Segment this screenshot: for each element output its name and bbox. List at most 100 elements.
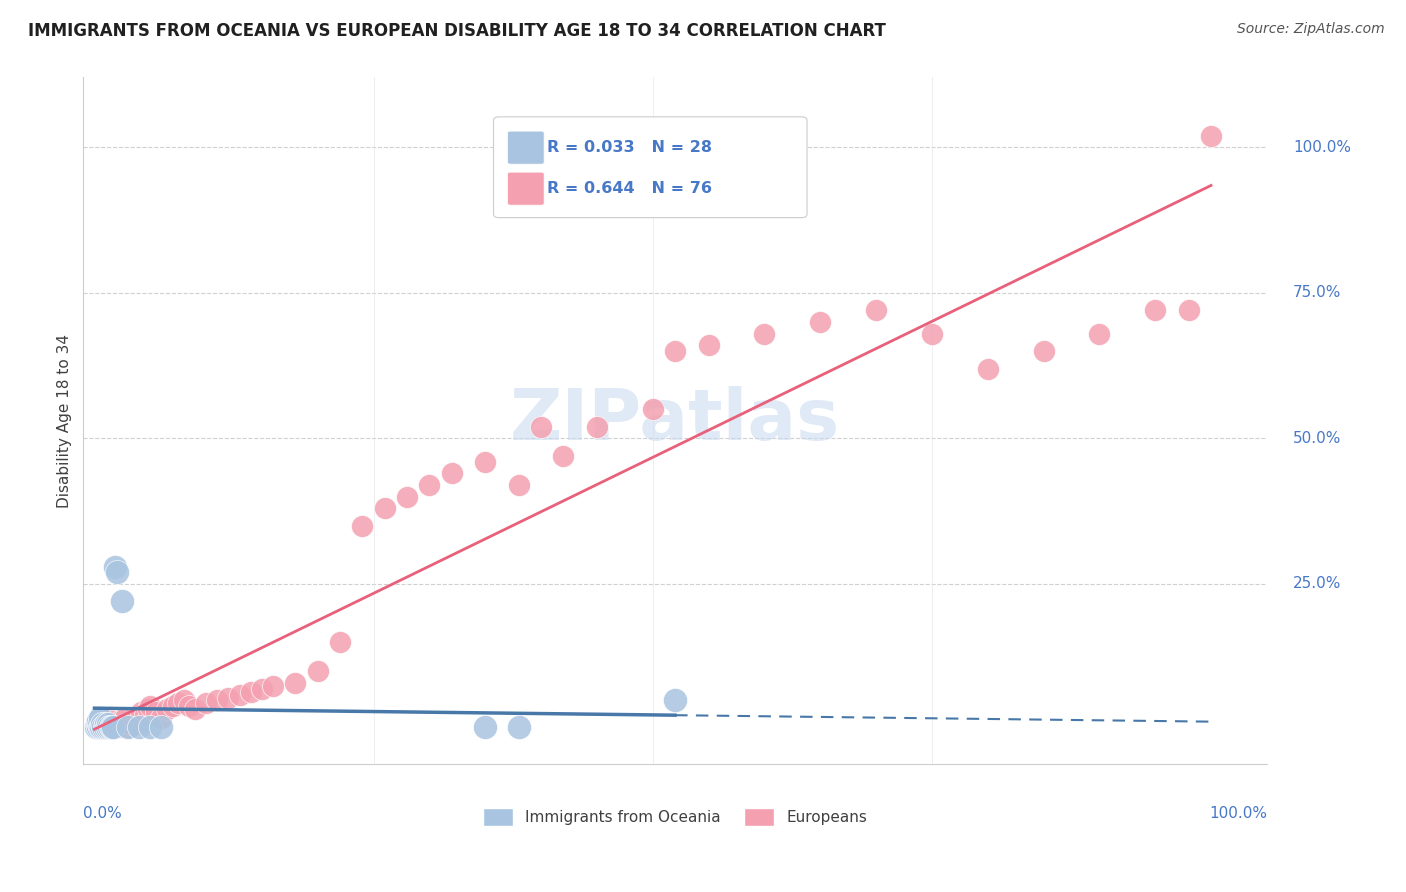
Point (284, 676, 307, 690)
Text: 0.0%: 0.0% (83, 805, 122, 821)
Point (117, 720, 139, 734)
Point (134, 708, 156, 723)
Point (641, 402, 664, 417)
Point (87, 714, 110, 728)
Point (139, 720, 162, 734)
Point (207, 693, 229, 707)
Point (195, 697, 218, 711)
Point (87, 720, 110, 734)
Point (94, 716, 117, 731)
Point (93, 720, 115, 734)
Text: 100.0%: 100.0% (1209, 805, 1267, 821)
Point (117, 720, 139, 734)
Point (374, 501, 396, 516)
Point (136, 702, 159, 716)
Point (84, 720, 107, 734)
Text: 75.0%: 75.0% (1294, 285, 1341, 301)
Point (173, 693, 195, 707)
Point (87, 720, 110, 734)
Point (122, 714, 145, 728)
Point (100, 720, 122, 734)
Point (98, 716, 121, 731)
Point (184, 702, 207, 716)
Point (530, 419, 553, 434)
Point (865, 303, 887, 318)
Point (1144, 303, 1167, 318)
Point (87, 711, 110, 725)
Point (440, 467, 463, 481)
Point (976, 361, 998, 376)
Point (100, 720, 122, 734)
Point (105, 720, 128, 734)
Point (89, 720, 111, 734)
Point (508, 720, 530, 734)
Point (111, 716, 134, 731)
Text: 50.0%: 50.0% (1294, 431, 1341, 446)
Point (107, 716, 129, 731)
Point (108, 720, 131, 734)
Point (103, 720, 125, 734)
Point (262, 679, 284, 693)
Point (139, 699, 162, 714)
Point (1199, 128, 1222, 143)
Point (108, 714, 131, 728)
Point (754, 326, 776, 341)
Legend: Immigrants from Oceania, Europeans: Immigrants from Oceania, Europeans (477, 802, 873, 832)
Point (101, 720, 124, 734)
Point (145, 705, 167, 719)
Point (91, 716, 114, 731)
Point (131, 705, 153, 719)
Point (86, 716, 108, 731)
Point (87, 714, 110, 728)
Point (101, 714, 124, 728)
Point (217, 690, 239, 705)
Point (167, 697, 190, 711)
Point (103, 720, 125, 734)
Text: 25.0%: 25.0% (1294, 576, 1341, 591)
Point (239, 684, 262, 698)
Point (329, 635, 352, 649)
Point (396, 490, 419, 504)
Point (150, 711, 173, 725)
Point (474, 455, 496, 469)
Point (89, 720, 111, 734)
Text: R = 0.644   N = 76: R = 0.644 N = 76 (547, 181, 711, 195)
Point (150, 720, 173, 734)
Point (97, 716, 120, 731)
Point (128, 720, 150, 734)
Point (128, 716, 150, 731)
Point (96, 720, 118, 734)
Point (808, 315, 831, 329)
Point (1088, 326, 1111, 341)
Point (91, 716, 114, 731)
Point (104, 720, 127, 734)
Text: R = 0.033   N = 28: R = 0.033 N = 28 (547, 140, 711, 154)
Point (508, 478, 530, 492)
Point (664, 693, 686, 707)
Point (664, 344, 686, 359)
Point (553, 449, 575, 463)
Point (96, 716, 118, 731)
Text: Source: ZipAtlas.com: Source: ZipAtlas.com (1237, 22, 1385, 37)
Text: 100.0%: 100.0% (1294, 140, 1351, 155)
Point (90, 720, 112, 734)
Point (179, 699, 201, 714)
Point (97, 720, 120, 734)
Point (84, 720, 107, 734)
Text: ZIPatlas: ZIPatlas (510, 386, 841, 456)
Point (1177, 303, 1199, 318)
Point (418, 478, 440, 492)
Text: IMMIGRANTS FROM OCEANIA VS EUROPEAN DISABILITY AGE 18 TO 34 CORRELATION CHART: IMMIGRANTS FROM OCEANIA VS EUROPEAN DISA… (28, 22, 886, 40)
Point (307, 665, 329, 679)
Point (250, 681, 273, 696)
Point (162, 699, 184, 714)
Point (697, 338, 720, 352)
Point (156, 702, 179, 716)
Point (89, 711, 111, 725)
Point (125, 711, 148, 725)
Point (93, 720, 115, 734)
Point (474, 720, 496, 734)
Point (86, 716, 108, 731)
Point (90, 720, 112, 734)
Point (120, 716, 142, 731)
